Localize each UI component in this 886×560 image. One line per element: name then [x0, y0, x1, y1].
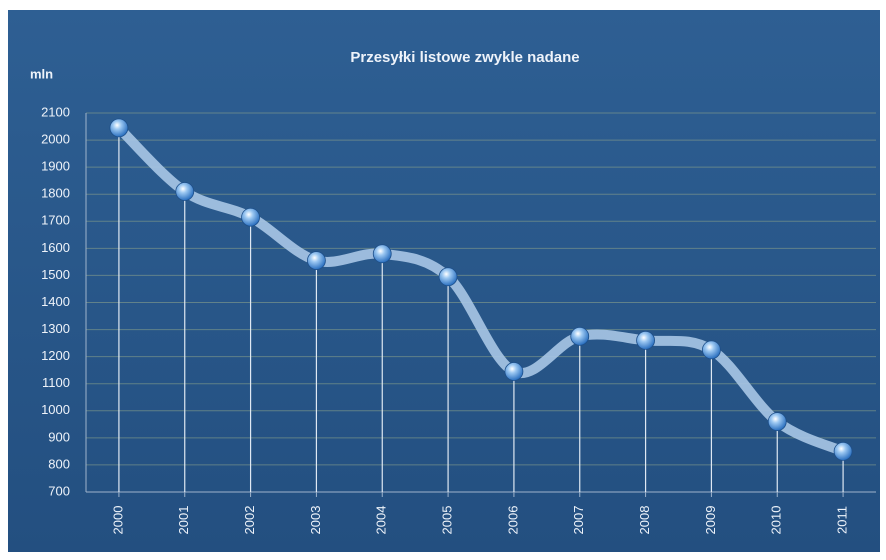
y-tick-label: 1000 [41, 402, 70, 417]
y-tick-label: 2000 [41, 132, 70, 147]
x-tick-label: 2007 [571, 506, 586, 535]
x-tick-label: 2003 [308, 506, 323, 535]
marker [504, 362, 524, 381]
y-tick-label: 1600 [41, 240, 70, 255]
y-tick-label: 1500 [41, 267, 70, 282]
marker [636, 330, 655, 350]
x-tick-label: 2001 [176, 506, 191, 535]
y-tick-label: 1100 [42, 375, 70, 390]
y-tick-label: 2100 [41, 104, 70, 119]
chart-title: Przesyłki listowe zwykle nadane [350, 49, 579, 66]
x-tick-label: 2006 [505, 506, 520, 535]
y-tick-label: 1900 [41, 159, 70, 174]
y-tick-label: 1200 [41, 348, 70, 363]
x-tick-label: 2009 [703, 506, 718, 535]
x-tick-label: 2008 [637, 506, 652, 535]
marker [109, 118, 129, 138]
y-tick-label: 800 [48, 456, 70, 471]
x-tick-label: 2002 [242, 506, 257, 535]
marker [438, 267, 458, 287]
marker [175, 182, 195, 201]
marker [307, 251, 326, 270]
marker [833, 441, 853, 461]
y-tick-label: 1300 [41, 321, 70, 336]
y-tick-label: 1400 [41, 294, 70, 309]
y-tick-label: 700 [48, 483, 70, 498]
marker [570, 326, 590, 346]
x-tick-label: 2000 [110, 506, 125, 535]
x-tick-label: 2004 [374, 506, 389, 535]
y-tick-label: 1800 [41, 186, 70, 201]
y-tick-label: 1700 [41, 213, 70, 228]
marker [241, 207, 260, 227]
x-tick-label: 2005 [440, 506, 455, 535]
marker [767, 412, 787, 432]
marker [372, 244, 392, 264]
y-tick-label: 900 [48, 429, 70, 444]
y-axis-label: mln [30, 66, 53, 81]
x-tick-label: 2011 [835, 506, 850, 534]
marker [702, 340, 721, 360]
x-tick-label: 2010 [769, 506, 784, 535]
